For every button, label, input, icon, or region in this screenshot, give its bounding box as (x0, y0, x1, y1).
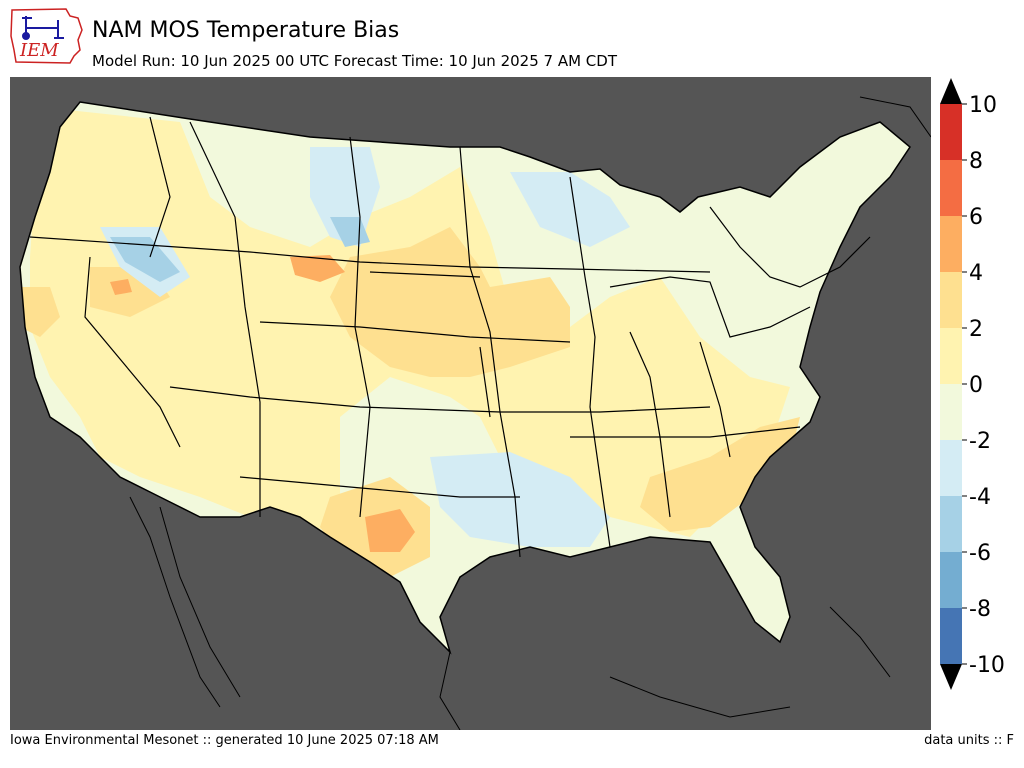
colorbar-tick-label: 4 (969, 261, 983, 286)
colorbar-tick-label: -6 (969, 541, 991, 566)
iem-logo: IEM (10, 8, 83, 64)
contour-2-4-southeast (640, 417, 800, 532)
colorbar-bin (940, 328, 962, 384)
iowa-outline-icon (10, 8, 83, 64)
neighbor-coastlines (129, 96, 931, 730)
footer-units: data units :: F (924, 733, 1014, 748)
colorbar-tick-label: 8 (969, 149, 983, 174)
colorbar-bin (940, 216, 962, 272)
colorbar-tick-label: -4 (969, 485, 991, 510)
colorbar-tick-label: 2 (969, 317, 983, 342)
colorbar-bin (940, 160, 962, 216)
contour-4-6-nv (110, 279, 132, 295)
contour-2-4-west (20, 287, 60, 337)
colorbar-extend-max (940, 78, 962, 104)
weather-station-icon (22, 16, 64, 40)
footer-credit: Iowa Environmental Mesonet :: generated … (10, 733, 439, 748)
temperature-bias-map (10, 77, 931, 730)
colorbar-bin (940, 552, 962, 608)
colorbar-tick-label: -2 (969, 429, 991, 454)
contour-4-6-texas (365, 509, 415, 552)
contour-neg4-neg6-id (110, 237, 180, 282)
colorbar-bin (940, 496, 962, 552)
colorbar-tick-label: -10 (969, 653, 1005, 678)
colorbar-tick-label: 10 (969, 93, 997, 118)
colorbar: 10 8 6 4 2 0 -2 -4 -6 -8 -10 (940, 78, 1005, 690)
colorbar-bin (940, 272, 962, 328)
colorbar-bin (940, 104, 962, 160)
map-subtitle: Model Run: 10 Jun 2025 00 UTC Forecast T… (92, 52, 617, 70)
colorbar-bin (940, 440, 962, 496)
colorbar-tick-label: 0 (969, 373, 983, 398)
colorbar-bin (940, 384, 962, 440)
logo-text: IEM (19, 40, 59, 61)
contour-neg2-neg4-ne (310, 147, 380, 247)
colorbar-extend-min (940, 664, 962, 690)
contour-neg2-neg4-wi (510, 172, 630, 247)
map-title: NAM MOS Temperature Bias (92, 18, 400, 43)
contour-neg2-neg4-ok (430, 452, 610, 547)
colorbar-tick-label: 6 (969, 205, 983, 230)
colorbar-tick-label: -8 (969, 597, 991, 622)
colorbar-bin (940, 608, 962, 664)
contour-4-6-wy (290, 255, 345, 282)
state-borders (29, 116, 871, 558)
